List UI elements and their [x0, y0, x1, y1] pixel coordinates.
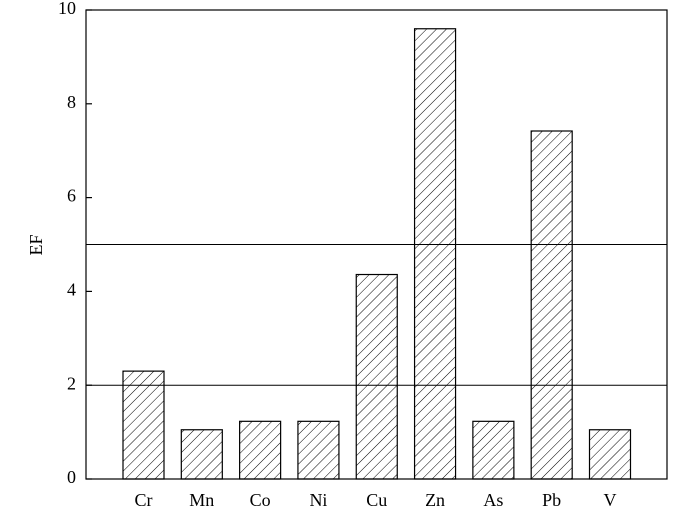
bar — [180, 429, 223, 480]
x-tick-label: Mn — [189, 490, 214, 510]
y-tick-label: 10 — [58, 0, 76, 18]
x-tick-label: Cu — [366, 490, 387, 510]
x-tick-label: Co — [250, 490, 271, 510]
bar — [122, 370, 165, 480]
y-tick-label: 0 — [67, 467, 76, 487]
y-tick-label: 4 — [67, 280, 76, 300]
bar — [530, 130, 573, 480]
y-tick-label: 2 — [67, 373, 76, 393]
x-tick-label: V — [604, 490, 617, 510]
y-axis-label: EF — [26, 234, 46, 255]
bar — [413, 28, 457, 480]
bar — [355, 273, 398, 480]
bar — [239, 420, 282, 480]
bar — [588, 429, 632, 480]
x-tick-label: Cr — [135, 490, 153, 510]
x-tick-label: Pb — [542, 490, 561, 510]
x-tick-label: Zn — [425, 490, 445, 510]
bar — [297, 420, 340, 480]
bar — [472, 420, 515, 480]
y-tick-label: 6 — [67, 186, 76, 206]
x-tick-label: Ni — [309, 490, 327, 510]
x-tick-label: As — [483, 490, 503, 510]
y-tick-label: 8 — [67, 92, 76, 112]
